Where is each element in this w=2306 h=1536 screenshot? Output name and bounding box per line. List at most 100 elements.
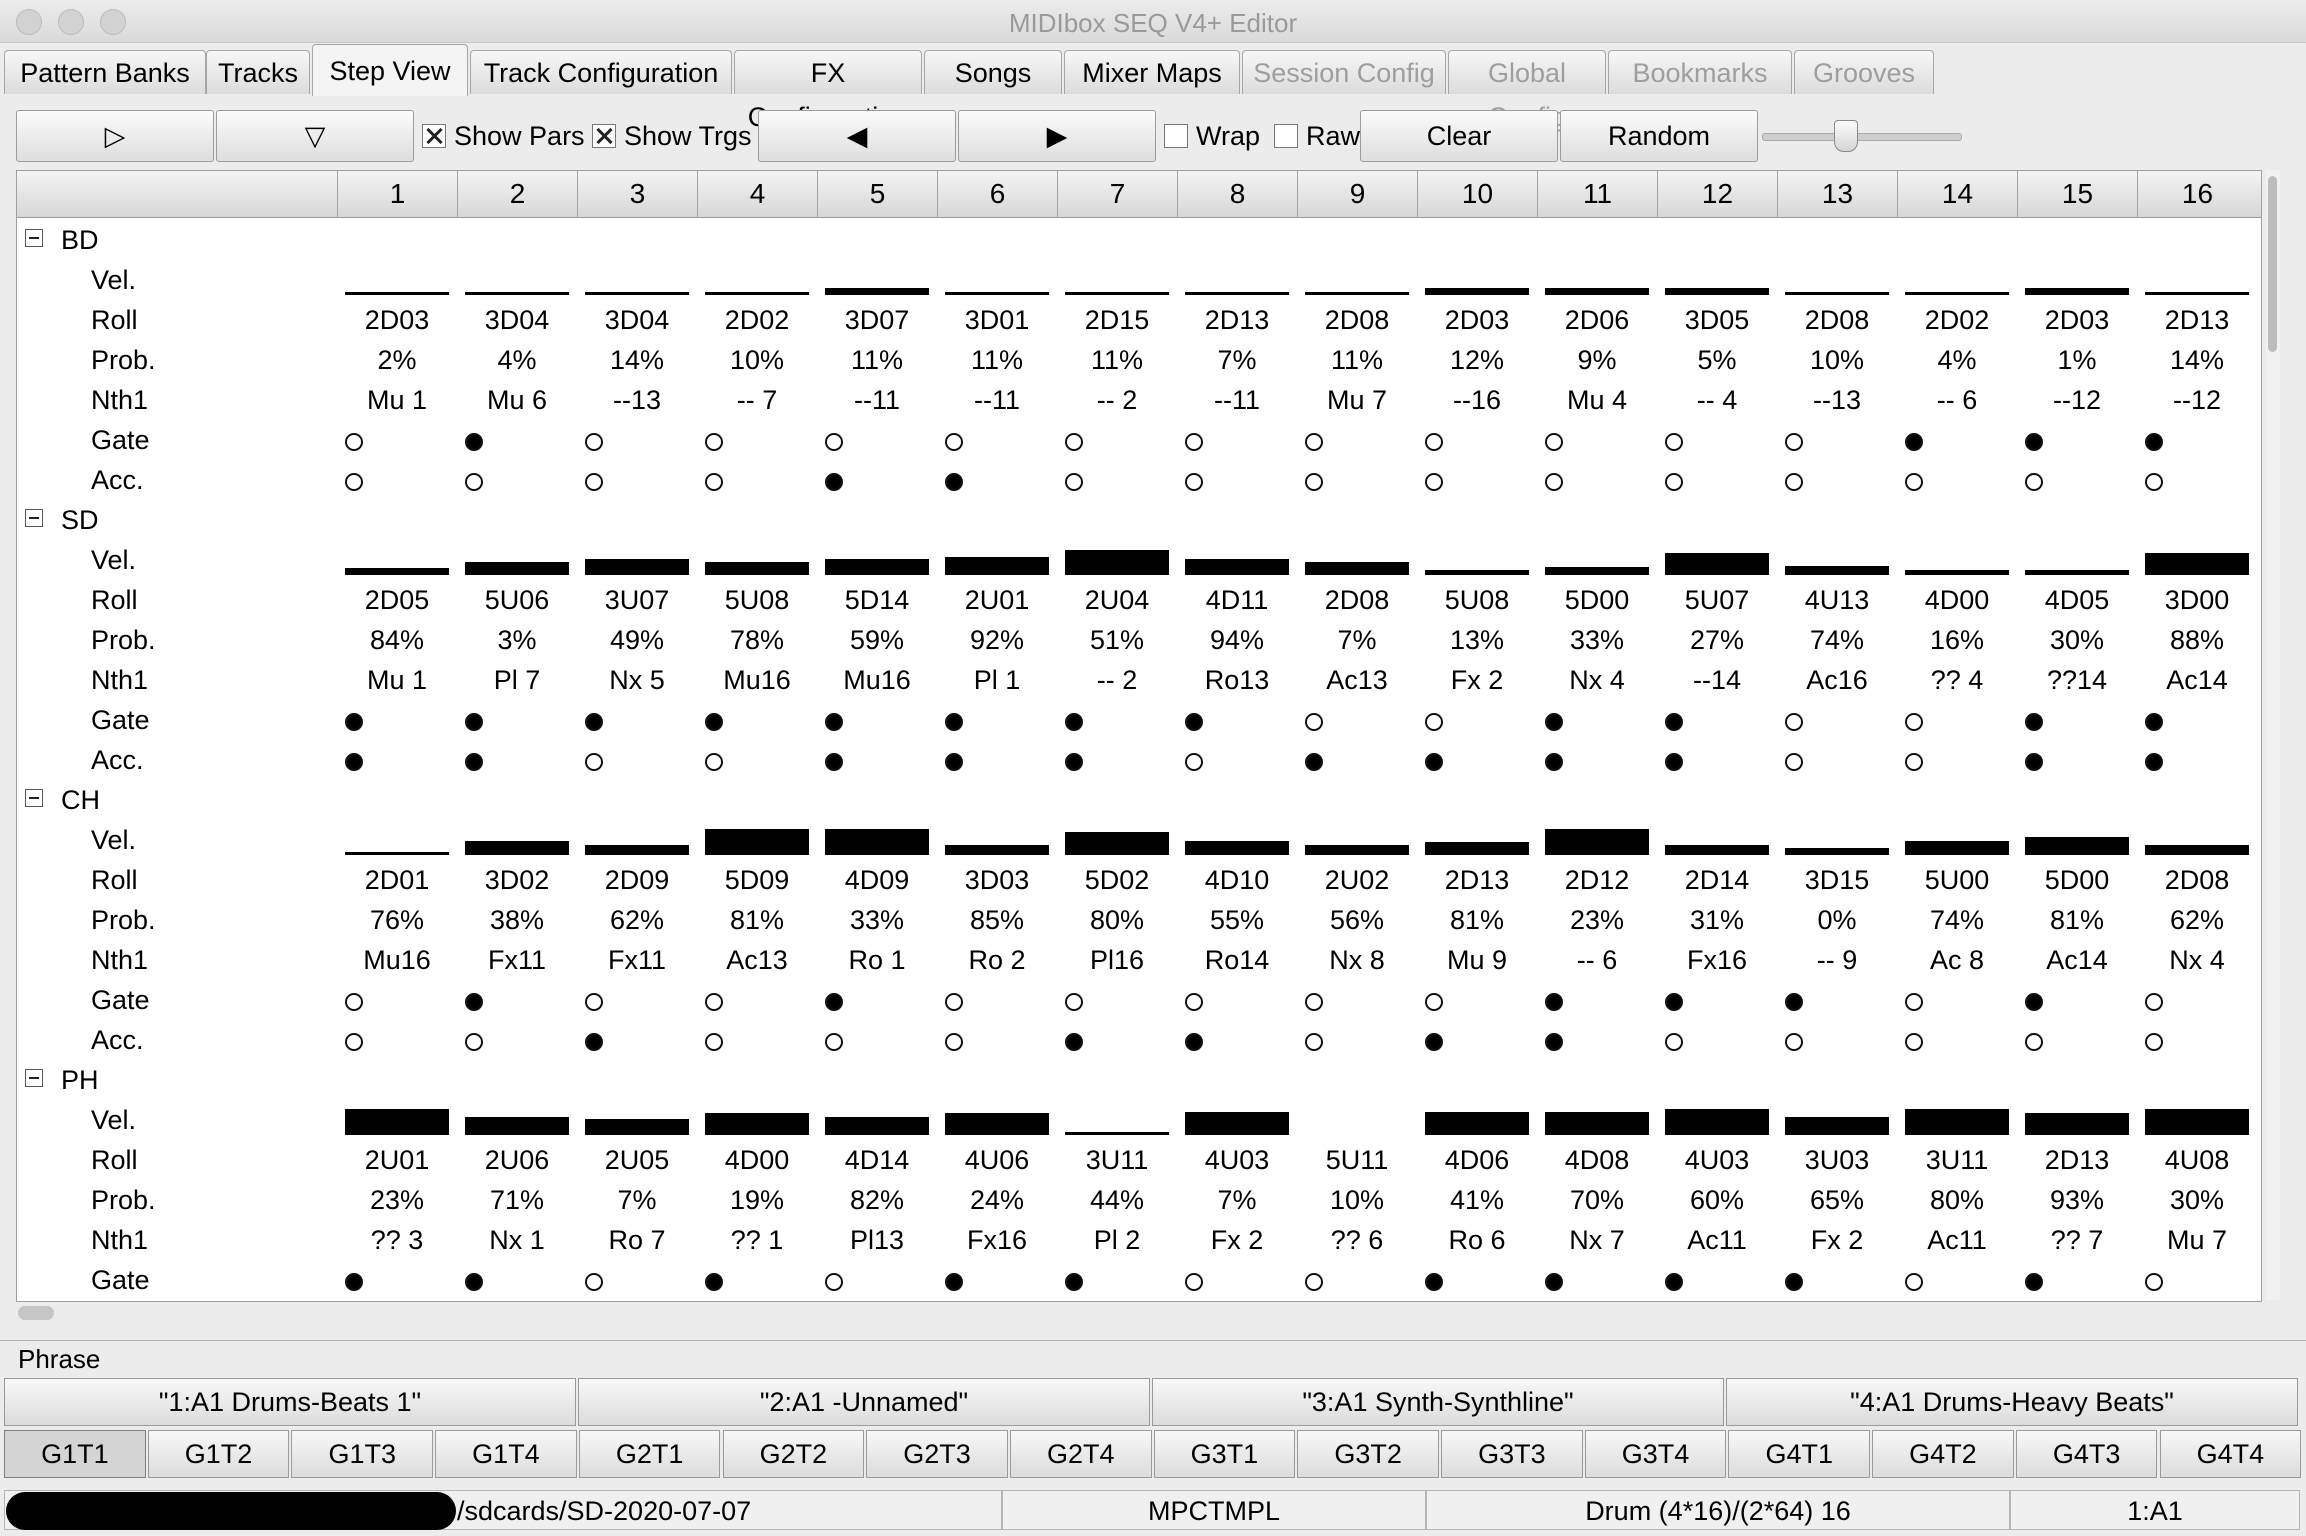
sd-vel-bar-6[interactable]	[945, 557, 1049, 575]
ph-vel-bar-4[interactable]	[705, 1113, 809, 1135]
bd-acc-2[interactable]	[465, 473, 483, 491]
sd-prob-11[interactable]: 33%	[1569, 625, 1625, 655]
ch-nth1-13[interactable]: -- 9	[1816, 945, 1858, 975]
bd-gate-8[interactable]	[1185, 433, 1203, 451]
ch-acc-15[interactable]	[2025, 1033, 2043, 1051]
sd-vel-bar-13[interactable]	[1785, 566, 1889, 575]
ph-gate-10[interactable]	[1425, 1273, 1443, 1291]
ph-vel-bar-15[interactable]	[2025, 1113, 2129, 1135]
sd-gate-4[interactable]	[705, 713, 723, 731]
bd-prob-14[interactable]: 4%	[1937, 345, 1977, 375]
ch-vel-bar-11[interactable]	[1545, 829, 1649, 855]
sd-roll-6[interactable]: 2U01	[964, 585, 1030, 615]
ph-nth1-10[interactable]: Ro 6	[1448, 1225, 1506, 1255]
ph-roll-2[interactable]: 2U06	[484, 1145, 550, 1175]
bd-roll-2[interactable]: 3D04	[484, 305, 550, 335]
bd-acc-1[interactable]	[345, 473, 363, 491]
sd-gate-3[interactable]	[585, 713, 603, 731]
sd-vel-bar-7[interactable]	[1065, 550, 1169, 575]
ch-roll-13[interactable]: 3D15	[1804, 865, 1870, 895]
sd-prob-5[interactable]: 59%	[849, 625, 905, 655]
ch-prob-16[interactable]: 62%	[2169, 905, 2225, 935]
sd-nth1-15[interactable]: ??14	[2046, 665, 2108, 695]
bd-prob-3[interactable]: 14%	[609, 345, 665, 375]
bd-gate-2[interactable]	[465, 433, 483, 451]
ch-prob-6[interactable]: 85%	[969, 905, 1025, 935]
sd-gate-10[interactable]	[1425, 713, 1443, 731]
track-button-g3t2[interactable]: G3T2	[1297, 1430, 1439, 1478]
ch-gate-12[interactable]	[1665, 993, 1683, 1011]
ch-gate-5[interactable]	[825, 993, 843, 1011]
track-button-g2t4[interactable]: G2T4	[1009, 1430, 1152, 1478]
ch-prob-15[interactable]: 81%	[2049, 905, 2105, 935]
ch-prob-13[interactable]: 0%	[1817, 905, 1857, 935]
sd-acc-9[interactable]	[1305, 753, 1323, 771]
track-button-g4t2[interactable]: G4T2	[1872, 1430, 2014, 1478]
ph-gate-11[interactable]	[1545, 1273, 1563, 1291]
sd-vel-bar-5[interactable]	[825, 559, 929, 575]
ph-nth1-11[interactable]: Nx 7	[1569, 1225, 1625, 1255]
bd-roll-10[interactable]: 2D03	[1444, 305, 1510, 335]
step-header-8[interactable]: 8	[1177, 171, 1297, 217]
track-button-g4t4[interactable]: G4T4	[2159, 1430, 2302, 1478]
sd-gate-2[interactable]	[465, 713, 483, 731]
sd-roll-16[interactable]: 3D00	[2164, 585, 2230, 615]
sd-acc-8[interactable]	[1185, 753, 1203, 771]
ph-nth1-8[interactable]: Fx 2	[1210, 1225, 1264, 1255]
sd-nth1-9[interactable]: Ac13	[1326, 665, 1388, 695]
sd-acc-6[interactable]	[945, 753, 963, 771]
ph-gate-4[interactable]	[705, 1273, 723, 1291]
ch-vel-bar-7[interactable]	[1065, 832, 1169, 855]
ch-gate-3[interactable]	[585, 993, 603, 1011]
ch-nth1-8[interactable]: Ro14	[1204, 945, 1270, 975]
bd-acc-12[interactable]	[1665, 473, 1683, 491]
ch-nth1-10[interactable]: Mu 9	[1446, 945, 1508, 975]
bd-nth1-10[interactable]: --16	[1452, 385, 1501, 415]
step-left-button[interactable]: ◀	[758, 110, 956, 162]
sd-nth1-12[interactable]: --14	[1692, 665, 1741, 695]
ph-prob-16[interactable]: 30%	[2169, 1185, 2225, 1215]
bd-prob-8[interactable]: 7%	[1217, 345, 1257, 375]
ch-vel-bar-4[interactable]	[705, 829, 809, 855]
sd-vel-bar-14[interactable]	[1905, 570, 2009, 575]
ch-gate-13[interactable]	[1785, 993, 1803, 1011]
ph-roll-14[interactable]: 3U11	[1925, 1145, 1989, 1175]
bd-gate-3[interactable]	[585, 433, 603, 451]
bd-roll-6[interactable]: 3D01	[964, 305, 1030, 335]
ch-nth1-9[interactable]: Nx 8	[1329, 945, 1385, 975]
ph-vel-bar-14[interactable]	[1905, 1109, 2009, 1135]
ch-prob-7[interactable]: 80%	[1089, 905, 1145, 935]
tab-track-configuration[interactable]: Track Configuration	[470, 50, 732, 94]
ch-prob-4[interactable]: 81%	[729, 905, 785, 935]
bd-gate-9[interactable]	[1305, 433, 1323, 451]
bd-vel-bar-16[interactable]	[2145, 292, 2249, 295]
ch-vel-bar-3[interactable]	[585, 845, 689, 855]
raw-checkbox[interactable]: Raw	[1274, 110, 1360, 162]
bd-acc-5[interactable]	[825, 473, 843, 491]
sd-roll-11[interactable]: 5D00	[1564, 585, 1630, 615]
bd-acc-15[interactable]	[2025, 473, 2043, 491]
track-button-g1t2[interactable]: G1T2	[147, 1430, 290, 1478]
sd-vel-bar-12[interactable]	[1665, 553, 1769, 575]
sd-gate-8[interactable]	[1185, 713, 1203, 731]
bd-roll-5[interactable]: 3D07	[844, 305, 910, 335]
raw-checkbox-box[interactable]	[1274, 124, 1298, 148]
ch-vel-bar-8[interactable]	[1185, 841, 1289, 855]
bd-nth1-2[interactable]: Mu 6	[486, 385, 548, 415]
ph-nth1-4[interactable]: ?? 1	[730, 1225, 784, 1255]
step-header-12[interactable]: 12	[1657, 171, 1777, 217]
ph-vel-bar-8[interactable]	[1185, 1112, 1289, 1135]
sd-gate-16[interactable]	[2145, 713, 2163, 731]
ph-prob-15[interactable]: 93%	[2049, 1185, 2105, 1215]
sd-vel-bar-16[interactable]	[2145, 553, 2249, 575]
bd-roll-4[interactable]: 2D02	[724, 305, 790, 335]
bd-gate-5[interactable]	[825, 433, 843, 451]
bd-nth1-3[interactable]: --13	[612, 385, 661, 415]
step-header-13[interactable]: 13	[1777, 171, 1897, 217]
bd-acc-4[interactable]	[705, 473, 723, 491]
ch-roll-9[interactable]: 2U02	[1324, 865, 1390, 895]
bd-vel-bar-11[interactable]	[1545, 288, 1649, 295]
bd-vel-bar-1[interactable]	[345, 292, 449, 295]
bd-roll-16[interactable]: 2D13	[2164, 305, 2230, 335]
sd-acc-10[interactable]	[1425, 753, 1443, 771]
